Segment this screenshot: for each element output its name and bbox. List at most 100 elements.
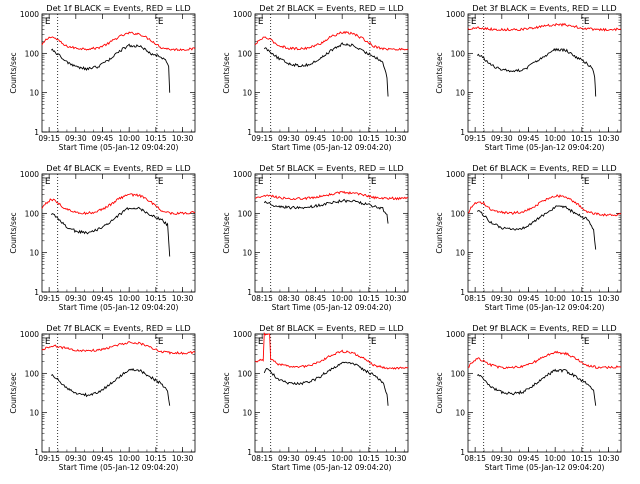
x-tick-label: 10:00 — [544, 134, 566, 143]
plot-frame — [254, 173, 409, 293]
x-tick-label: 10:15 — [358, 294, 380, 303]
x-tick-label: 10:00 — [118, 134, 140, 143]
x-tick-label: 10:30 — [385, 294, 407, 303]
x-axis-label: Start Time (05-Jan-12 09:04:20) — [59, 463, 179, 472]
y-axis-label: Counts/sec — [435, 372, 444, 413]
panel-title: Det 3f BLACK = Events, RED = LLD — [472, 3, 616, 13]
x-tick-label: 10:00 — [331, 134, 353, 143]
y-tick-label: 100 — [238, 49, 253, 58]
flag-e-marker: E — [471, 177, 477, 187]
y-axis-label: Counts/sec — [222, 212, 231, 253]
x-tick-label: 09:15 — [464, 134, 486, 143]
x-tick-label: 09:30 — [491, 454, 513, 463]
flag-e-marker: E — [158, 17, 164, 27]
y-axis-label: Counts/sec — [222, 372, 231, 413]
lld-series-line — [254, 30, 409, 51]
panel-det-3: Det 3f BLACK = Events, RED = LLD 1 10 100 10… — [435, 3, 622, 152]
y-tick-label: 100 — [238, 369, 253, 378]
y-tick-label: 1000 — [446, 170, 465, 179]
flag-e-marker: E — [471, 17, 477, 27]
panel-title: Det 1f BLACK = Events, RED = LLD — [46, 3, 190, 13]
y-axis-label: Counts/sec — [9, 372, 18, 413]
events-series-line — [50, 43, 171, 93]
lld-series-line — [467, 22, 622, 32]
y-tick-label: 100 — [25, 369, 40, 378]
y-axis-label: Counts/sec — [9, 52, 18, 93]
y-axis-label: Counts/sec — [222, 52, 231, 93]
lld-series-line — [467, 194, 622, 217]
y-axis-label: Counts/sec — [435, 212, 444, 253]
x-tick-label: 10:15 — [571, 134, 593, 143]
y-tick-label: 1 — [34, 448, 39, 457]
x-tick-label: 10:00 — [331, 294, 353, 303]
events-series-line — [263, 361, 389, 406]
flag-e-marker: E — [584, 17, 590, 27]
panel-det-4: Det 4f BLACK = Events, RED = LLD 1 10 100 10… — [9, 163, 196, 312]
flag-e-marker: E — [258, 177, 264, 187]
x-tick-label: 10:00 — [118, 454, 140, 463]
y-tick-label: 10 — [242, 89, 252, 98]
flag-e-marker: E — [45, 17, 51, 27]
panel-title: Det 4f BLACK = Events, RED = LLD — [46, 163, 190, 173]
panel-title: Det 9f BLACK = Events, RED = LLD — [472, 323, 616, 333]
flag-e-marker: E — [371, 337, 377, 347]
x-tick-label: 09:30 — [65, 294, 87, 303]
x-axis-label: Start Time (05-Jan-12 09:04:20) — [485, 303, 605, 312]
x-tick-label: 10:30 — [385, 454, 407, 463]
x-tick-label: 09:30 — [491, 294, 513, 303]
x-tick-label: 10:30 — [385, 134, 407, 143]
x-tick-label: 08:15 — [464, 294, 486, 303]
panel-det-7: Det 7f BLACK = Events, RED = LLD 1 10 100 10… — [9, 323, 196, 472]
panel-title: Det 5f BLACK = Events, RED = LLD — [259, 163, 403, 173]
y-tick-label: 100 — [25, 49, 40, 58]
y-tick-label: 1000 — [20, 330, 39, 339]
y-tick-label: 100 — [238, 209, 253, 218]
panel-det-5: Det 5f BLACK = Events, RED = LLD 1 10 100 10… — [222, 163, 409, 312]
x-tick-label: 09:15 — [38, 294, 60, 303]
x-tick-label: 10:15 — [358, 134, 380, 143]
y-tick-label: 1 — [247, 128, 252, 137]
x-tick-label: 10:00 — [544, 294, 566, 303]
y-tick-label: 1 — [34, 288, 39, 297]
flag-e-marker: E — [584, 177, 590, 187]
plot-frame — [467, 173, 622, 293]
x-tick-label: 09:45 — [518, 454, 540, 463]
flag-e-marker: E — [471, 337, 477, 347]
y-tick-label: 100 — [451, 209, 466, 218]
plot-frame — [467, 333, 622, 453]
flag-e-marker: E — [258, 337, 264, 347]
x-tick-label: 10:00 — [331, 454, 353, 463]
x-tick-label: 09:30 — [491, 134, 513, 143]
plot-frame — [41, 173, 196, 293]
y-tick-label: 1 — [460, 448, 465, 457]
y-axis-label: Counts/sec — [435, 52, 444, 93]
x-tick-label: 09:30 — [278, 134, 300, 143]
x-tick-label: 09:45 — [305, 134, 327, 143]
x-tick-label: 09:45 — [518, 294, 540, 303]
panel-det-1: Det 1f BLACK = Events, RED = LLD 1 10 100 10… — [9, 3, 196, 152]
events-series-line — [476, 47, 597, 97]
x-axis-label: Start Time (05-Jan-12 09:04:20) — [59, 303, 179, 312]
events-series-line — [50, 206, 171, 257]
plot-frame — [254, 13, 409, 133]
x-tick-label: 09:15 — [251, 134, 273, 143]
flag-e-marker: E — [158, 337, 164, 347]
panel-title: Det 7f BLACK = Events, RED = LLD — [46, 323, 190, 333]
x-tick-label: 09:30 — [65, 454, 87, 463]
panel-det-2: Det 2f BLACK = Events, RED = LLD 1 10 100 10… — [222, 3, 409, 152]
panel-title: Det 6f BLACK = Events, RED = LLD — [472, 163, 616, 173]
flag-e-marker: E — [258, 17, 264, 27]
lld-series-line — [41, 193, 196, 216]
y-tick-label: 1 — [460, 128, 465, 137]
x-tick-label: 09:45 — [92, 454, 114, 463]
x-tick-label: 09:15 — [38, 134, 60, 143]
lld-series-line — [254, 190, 409, 201]
lld-series-line — [41, 31, 196, 52]
y-tick-label: 10 — [455, 249, 465, 258]
x-tick-label: 09:45 — [305, 454, 327, 463]
y-tick-label: 100 — [451, 49, 466, 58]
y-tick-label: 1 — [34, 128, 39, 137]
x-tick-label: 10:30 — [598, 454, 620, 463]
lld-series-line — [254, 332, 409, 370]
